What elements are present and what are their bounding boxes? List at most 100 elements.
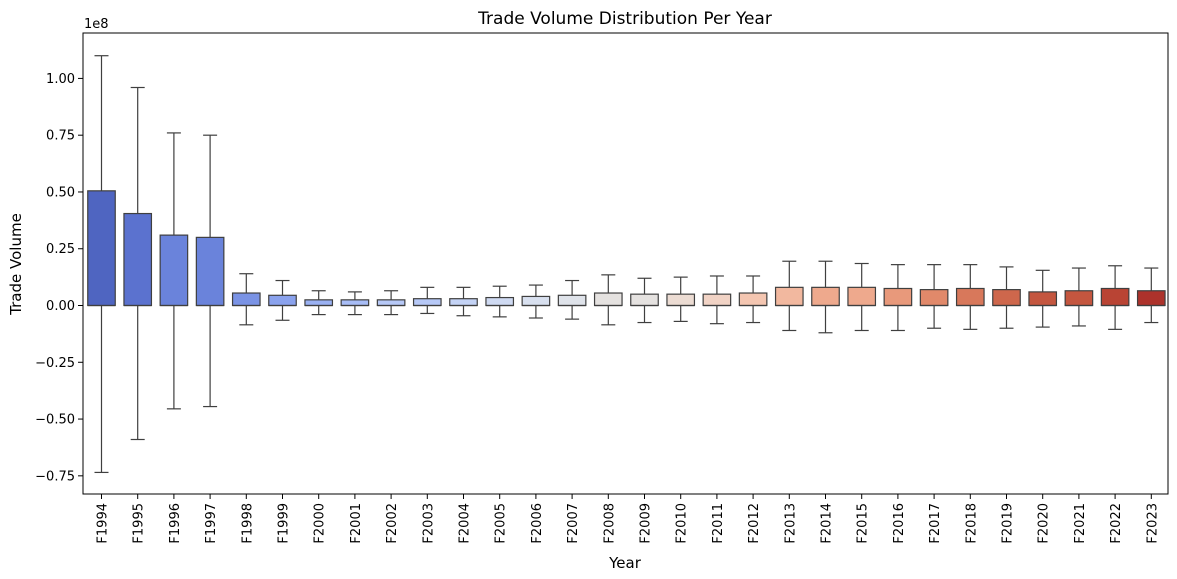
box-F2006 [521, 284, 551, 319]
box-F2014 [811, 260, 840, 334]
iqr-box [919, 289, 949, 307]
iqr-box [702, 293, 732, 307]
y-tick-label: 1.00 [46, 72, 75, 87]
box-F2020 [1028, 269, 1058, 328]
y-tick-label: 0.25 [46, 242, 75, 257]
x-tick-label: F2019 [1001, 503, 1016, 544]
box-F2001 [340, 291, 370, 316]
x-tick-label: F2010 [675, 503, 690, 544]
x-tick-label: F2003 [421, 503, 436, 544]
box-F2000 [304, 290, 334, 316]
iqr-box [630, 293, 659, 307]
x-tick-label: F2016 [892, 503, 907, 544]
box-F2016 [883, 264, 913, 332]
box-F2010 [666, 276, 696, 323]
box-F2017 [919, 264, 949, 329]
x-tick-label: F1998 [240, 503, 255, 544]
x-tick-label: F2014 [820, 503, 835, 544]
y-axis-title: Trade Volume [7, 213, 25, 316]
iqr-box [774, 286, 804, 307]
box-F2019 [992, 266, 1021, 329]
box-F2023 [1136, 267, 1166, 324]
iqr-box [521, 295, 551, 307]
iqr-box [847, 286, 877, 307]
x-tick-label: F1995 [132, 503, 147, 544]
iqr-box [412, 298, 442, 307]
iqr-box [268, 294, 297, 307]
iqr-box [1028, 291, 1058, 307]
x-tick-label: F2021 [1073, 503, 1088, 544]
box-F2021 [1064, 267, 1094, 327]
x-tick-label: F2002 [385, 503, 400, 544]
iqr-box [231, 292, 261, 307]
box-F2018 [955, 264, 985, 330]
x-tick-label: F2013 [783, 503, 798, 544]
box-F2011 [702, 275, 732, 325]
x-tick-label: F1996 [168, 503, 183, 544]
iqr-box [1064, 290, 1094, 307]
iqr-box [955, 287, 985, 307]
y-tick-label: 0.75 [46, 129, 75, 144]
x-tick-label: F1999 [277, 503, 292, 544]
x-tick-label: F2007 [566, 503, 581, 544]
x-tick-label: F2018 [964, 503, 979, 544]
x-tick-label: F2020 [1037, 503, 1052, 544]
iqr-box [485, 296, 515, 307]
y-tick-label: 0.00 [46, 299, 75, 314]
x-tick-label: F2008 [602, 503, 617, 544]
x-tick-label: F2006 [530, 503, 545, 544]
box-F2002 [376, 290, 406, 316]
iqr-box [449, 298, 478, 307]
box-F1999 [268, 279, 297, 321]
box-F2008 [593, 274, 623, 326]
iqr-box [1136, 290, 1166, 307]
box-F2015 [847, 262, 877, 332]
iqr-box [159, 234, 189, 307]
iqr-box [811, 286, 840, 307]
iqr-box [1100, 287, 1130, 307]
iqr-box [883, 287, 913, 307]
box-F1994 [87, 55, 116, 474]
iqr-box [557, 294, 587, 307]
x-tick-label: F2005 [494, 503, 509, 544]
y-tick-label: −0.75 [35, 469, 75, 484]
y-tick-label: −0.25 [35, 356, 75, 371]
x-tick-label: F2015 [856, 503, 871, 544]
box-F1995 [123, 86, 153, 441]
y-tick-label: 0.50 [46, 185, 75, 200]
x-tick-label: F2017 [928, 503, 943, 544]
box-F2005 [485, 285, 515, 318]
x-axis-title: Year [608, 554, 642, 572]
x-tick-label: F1994 [96, 503, 111, 544]
x-tick-label: F2000 [313, 503, 328, 544]
y-scale-offset-label: 1e8 [84, 17, 109, 32]
box-F2022 [1100, 265, 1130, 330]
x-tick-label: F2009 [639, 503, 654, 544]
x-tick-label: F2022 [1109, 503, 1124, 544]
chart-title: Trade Volume Distribution Per Year [477, 9, 772, 29]
iqr-box [666, 293, 696, 307]
box-F2012 [738, 275, 768, 324]
box-F2004 [449, 286, 478, 317]
box-F2007 [557, 279, 587, 320]
box-F1997 [195, 134, 225, 408]
x-tick-label: F2012 [747, 503, 762, 544]
x-tick-label: F2023 [1145, 503, 1160, 544]
box-F1998 [231, 273, 261, 326]
plot-area [87, 55, 1166, 474]
box-F2013 [774, 260, 804, 332]
iqr-box [340, 299, 370, 307]
x-axis: F1994 F1995 F1996 F1997 F1998 F1999 F2000 F2001… [96, 494, 1160, 544]
iqr-box [87, 190, 116, 307]
x-tick-label: F1997 [204, 503, 219, 544]
plot-frame [82, 32, 1169, 495]
iqr-box [123, 212, 153, 307]
iqr-box [195, 236, 225, 307]
y-axis: −0.75 −0.50 −0.25 0.00 0.25 0.50 0.75 1.00 [35, 72, 83, 484]
x-tick-label: F2001 [349, 503, 364, 544]
x-tick-label: F2011 [711, 503, 726, 544]
x-tick-label: F2004 [458, 503, 473, 544]
iqr-box [593, 292, 623, 307]
box-F2003 [412, 286, 442, 315]
